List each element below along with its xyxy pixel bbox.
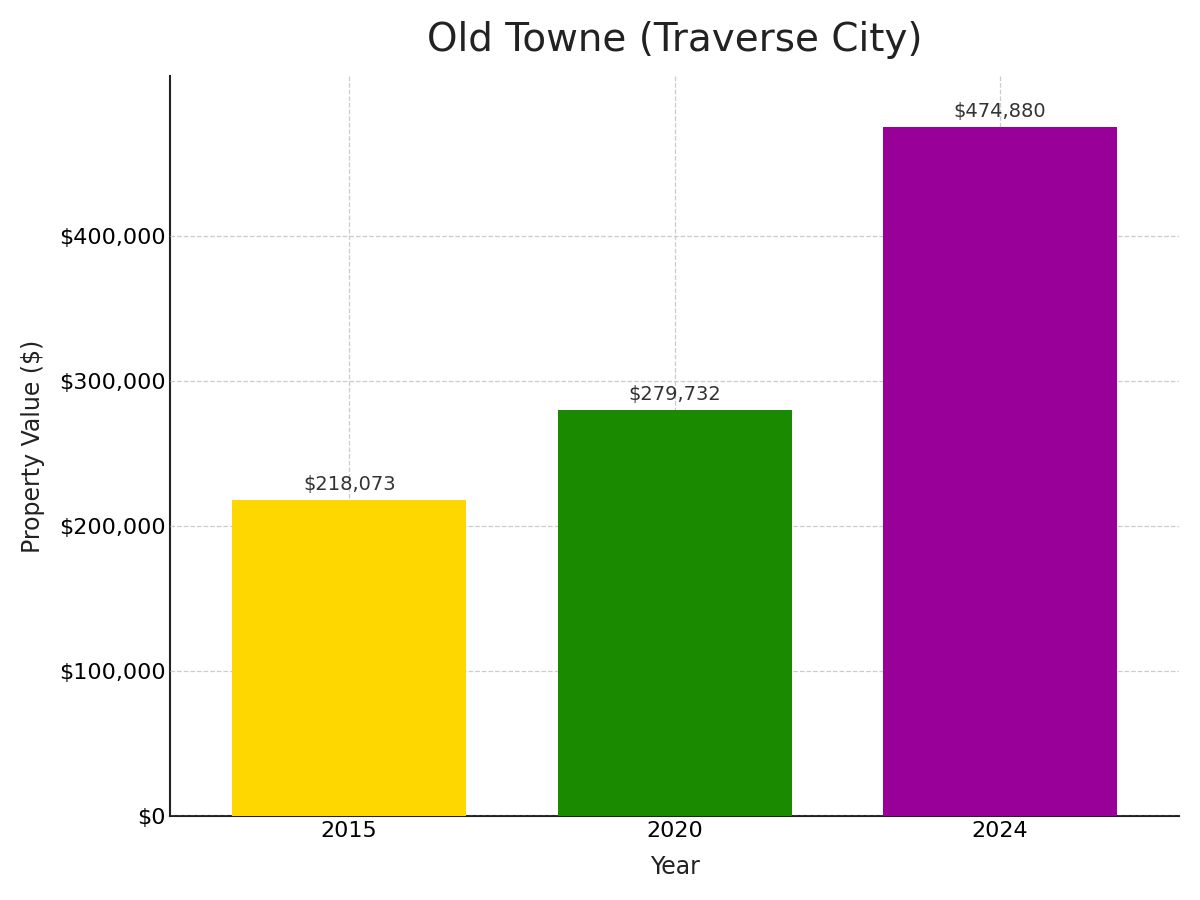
Text: $279,732: $279,732	[629, 385, 721, 404]
Bar	[883, 127, 1117, 816]
Text: $218,073: $218,073	[302, 475, 396, 494]
Title: Old Towne (Traverse City): Old Towne (Traverse City)	[427, 21, 923, 58]
X-axis label: Year: Year	[649, 855, 700, 879]
Text: $474,880: $474,880	[954, 102, 1046, 121]
Y-axis label: Property Value ($): Property Value ($)	[20, 339, 44, 553]
Bar	[232, 500, 467, 816]
Bar	[558, 410, 792, 816]
